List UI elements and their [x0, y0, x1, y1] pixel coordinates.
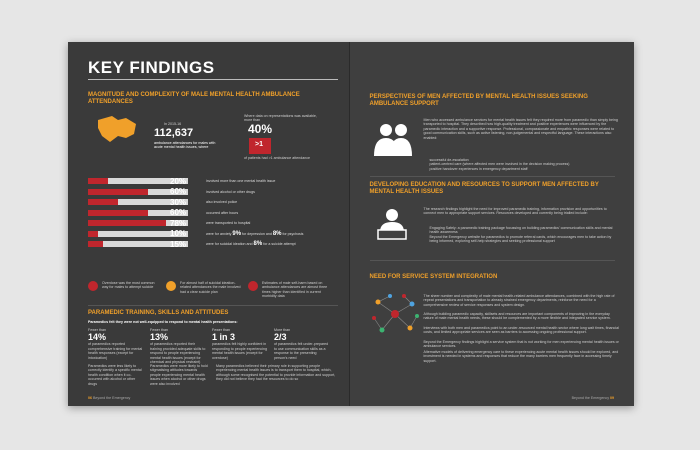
stat-value: 2/3	[274, 332, 287, 343]
integration-body-3: Interviews with both men and paramedics …	[423, 326, 619, 335]
page-title: KEY FINDINGS	[88, 58, 215, 77]
attendance-bar	[88, 230, 188, 237]
stat-value: 14%	[88, 332, 107, 343]
training-stat: Fewer than 14% of paramedics reported comp…	[88, 328, 144, 360]
attendance-bar-fill	[88, 188, 148, 195]
stat-lead: Fewer than	[150, 328, 168, 332]
attendance-bar-pct: 15%	[170, 239, 187, 249]
attendance-bar	[88, 188, 188, 195]
attendance-bar	[88, 178, 188, 184]
bottom-text-role: Many paramedics believed their primary r…	[216, 364, 336, 382]
ambulance-repeat-icon: >1	[249, 138, 271, 154]
bullet: positive handover experiences in emergen…	[429, 166, 528, 171]
training-intro: Paramedics felt they were not well-equip…	[88, 320, 238, 324]
chart-icon	[248, 281, 258, 291]
person-laptop-icon	[376, 209, 407, 240]
stat-lead: Fewer than	[88, 328, 106, 332]
attendance-bar-pct: 78%	[170, 218, 187, 228]
attendance-bar-label: involved more than one mental health iss…	[206, 179, 276, 183]
stat-text: paramedics felt highly confident in resp…	[212, 342, 267, 360]
section-divider	[88, 305, 338, 306]
bullet: Engaging Safely: a paramedic training pa…	[429, 226, 613, 235]
training-stat: More than 2/3 of paramedics felt under-pre…	[274, 328, 330, 360]
footer-left: 06 Beyond the Emergency	[88, 396, 131, 400]
integration-body-1: The sheer number and complexity of male …	[423, 294, 615, 307]
education-bullets: Engaging Safely: a paramedic training pa…	[430, 226, 618, 244]
section-heading-integration: NEED FOR SERVICE SYSTEM INTEGRATION	[369, 274, 498, 280]
attendance-bar	[88, 241, 188, 247]
perspectives-body: Men who accessed ambulance services for …	[423, 118, 618, 140]
section-heading-education: DEVELOPING EDUCATION AND RESOURCES TO SU…	[369, 182, 599, 195]
education-body: The research findings highlight the need…	[423, 207, 607, 216]
attendance-bar-fill	[88, 241, 103, 247]
attendance-bar-label: were transported to hospital	[206, 221, 251, 225]
plan-icon	[166, 281, 176, 291]
footer-right: Beyond the Emergency 09	[571, 396, 614, 400]
bullet: successful de-escalation	[429, 158, 469, 162]
big-number-caption: ambulance attendances for males with acu…	[154, 141, 216, 150]
stat-text: of paramedics felt under-prepared to use…	[274, 342, 329, 360]
attendance-bar-pct: 10%	[170, 229, 187, 238]
fact-suicide-plan: For almost half of suicidal ideation-rel…	[180, 281, 241, 294]
people-support-icon	[373, 124, 412, 156]
attendance-bar-label: were for suicidal ideation and 8% for a …	[206, 241, 296, 247]
big-number: 112,637	[154, 127, 194, 139]
section-heading-perspectives: PERSPECTIVES OF MEN AFFECTED BY MENTAL H…	[369, 94, 588, 107]
perspectives-bullets: successful de-escalation patient-centred…	[430, 158, 618, 171]
network-nodes-icon	[371, 294, 419, 333]
attendance-bar-label: involved alcohol or other drugs	[206, 189, 255, 194]
integration-body-5: Alternative models of delivering emergen…	[423, 350, 619, 363]
stat-value: 1 in 3	[212, 332, 236, 343]
section-heading-training: PARAMEDIC TRAINING, SKILLS AND ATTITUDES	[88, 310, 229, 316]
attendance-bar-pct: 60%	[170, 208, 187, 217]
attendance-bar-fill	[88, 199, 118, 205]
victoria-map-icon	[98, 116, 136, 142]
attendance-bar	[88, 209, 188, 216]
attendance-bar-fill	[88, 220, 166, 226]
bullet: Beyond the Emergency website for paramed…	[429, 234, 612, 244]
integration-body-4: Beyond the Emergency findings highlight …	[423, 340, 619, 349]
section-divider	[369, 176, 615, 177]
stat-value: 13%	[150, 332, 169, 343]
stat-lead: Fewer than	[212, 328, 230, 332]
document-spread: KEY FINDINGS MAGNITUDE AND COMPLEXITY OF…	[68, 42, 634, 406]
stat-lead: More than	[274, 328, 291, 332]
repeat-label: >1	[255, 141, 263, 148]
pct40-caption: of patients had >1 ambulance attendance	[244, 156, 311, 160]
where-data-label: Where data on representations was availa…	[244, 114, 317, 123]
bullet: patient-centred care (where affected men…	[429, 162, 570, 167]
attendance-bar-fill	[88, 230, 98, 237]
training-stat: Fewer than 1 in 3 paramedics felt highly c…	[212, 328, 268, 360]
integration-body-2: Although building paramedic capacity, sk…	[423, 312, 611, 321]
training-stat: Fewer than 13% of paramedics reported thei…	[150, 328, 206, 364]
fact-self-harm: Estimates of male self-harm based on amb…	[262, 281, 328, 299]
section-heading-magnitude: MAGNITUDE AND COMPLEXITY OF MALE MENTAL …	[88, 92, 300, 105]
attendance-bar-fill	[88, 209, 148, 216]
attendance-bar-label: were for anxiety 9% for depression and 8…	[206, 230, 304, 237]
pct40-value: 40%	[248, 122, 273, 136]
attendance-bar	[88, 220, 188, 226]
left-page: KEY FINDINGS MAGNITUDE AND COMPLEXITY OF…	[68, 42, 349, 406]
title-rule	[88, 79, 338, 80]
bottom-text-identify: Paramedics were less likely to correctly…	[88, 364, 142, 386]
attendance-bar-label: also involved police	[206, 200, 238, 204]
attendance-bar-pct: 30%	[170, 197, 187, 207]
stat-text: of paramedics reported their training pr…	[150, 342, 206, 365]
attendance-bar	[88, 199, 188, 205]
right-page: PERSPECTIVES OF MEN AFFECTED BY MENTAL H…	[348, 42, 634, 406]
attendance-bar-pct: 20%	[170, 176, 187, 186]
attendance-bar-pct: 60%	[170, 187, 187, 196]
in-year-label: In 2015-16	[164, 122, 182, 126]
fact-overdose: Overdose was the most common way for mal…	[102, 281, 155, 290]
attendance-bar-fill	[88, 178, 108, 184]
section-divider	[369, 260, 615, 261]
pills-icon	[88, 281, 98, 291]
stat-text: of paramedics reported comprehensive tra…	[88, 342, 143, 360]
attendance-bar-label: occurred after hours	[206, 210, 239, 215]
bottom-text-stigma: Paramedics were more likely to hold stig…	[150, 364, 208, 386]
